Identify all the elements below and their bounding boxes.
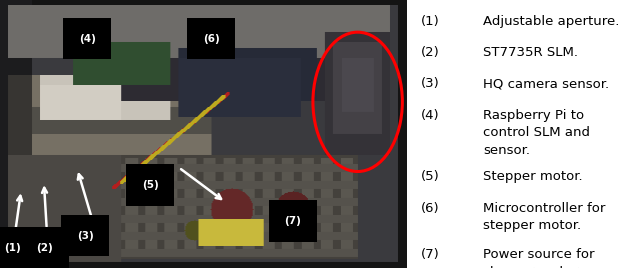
Text: (7): (7) bbox=[284, 216, 301, 226]
Text: (2): (2) bbox=[420, 46, 439, 59]
Text: (7): (7) bbox=[420, 248, 439, 261]
Text: (6): (6) bbox=[203, 34, 220, 44]
Text: (3): (3) bbox=[420, 77, 439, 91]
Text: Power source for
stepper motor.: Power source for stepper motor. bbox=[483, 248, 595, 268]
Text: (4): (4) bbox=[420, 109, 439, 122]
Text: (5): (5) bbox=[142, 180, 159, 190]
Text: (4): (4) bbox=[79, 34, 96, 44]
Text: Microcontroller for
stepper motor.: Microcontroller for stepper motor. bbox=[483, 202, 606, 232]
Text: Adjustable aperture.: Adjustable aperture. bbox=[483, 15, 620, 28]
Text: (3): (3) bbox=[77, 231, 93, 241]
Text: (2): (2) bbox=[36, 243, 53, 253]
Text: (1): (1) bbox=[4, 243, 20, 253]
Text: (5): (5) bbox=[420, 170, 439, 183]
Text: (1): (1) bbox=[420, 15, 439, 28]
Text: Stepper motor.: Stepper motor. bbox=[483, 170, 583, 183]
Text: (6): (6) bbox=[420, 202, 439, 215]
Text: HQ camera sensor.: HQ camera sensor. bbox=[483, 77, 610, 91]
Text: ST7735R SLM.: ST7735R SLM. bbox=[483, 46, 579, 59]
Text: Raspberry Pi to
control SLM and
sensor.: Raspberry Pi to control SLM and sensor. bbox=[483, 109, 591, 157]
